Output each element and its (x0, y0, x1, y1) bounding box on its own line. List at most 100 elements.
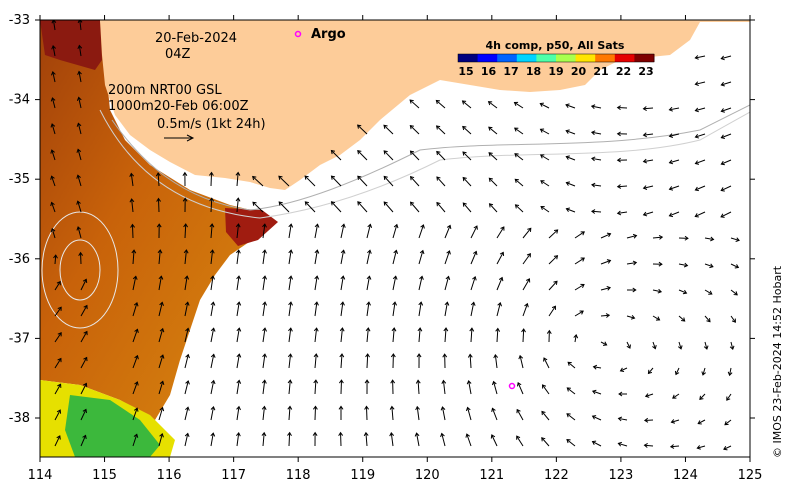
current-vector-head (518, 354, 524, 360)
current-vector-head (446, 250, 451, 255)
current-vector-head (553, 255, 559, 260)
current-vector (522, 303, 528, 317)
current-vector-head (185, 327, 190, 332)
current-vector-head (82, 408, 88, 414)
current-vector (515, 204, 524, 213)
current-vector (695, 133, 706, 138)
current-vector-head (488, 126, 493, 131)
current-vector (626, 315, 635, 319)
current-vector-head (694, 186, 700, 192)
current-vector-head (409, 201, 415, 206)
current-vector (314, 250, 318, 265)
current-vector (548, 280, 558, 291)
current-vector (365, 432, 368, 447)
current-vector (695, 211, 706, 217)
current-vector (626, 262, 637, 265)
current-vector (670, 445, 680, 448)
current-vector-head (500, 226, 505, 231)
current-vector (236, 276, 240, 291)
current-vector-head (551, 305, 556, 310)
current-vector (304, 201, 316, 213)
current-vector-head (674, 370, 680, 376)
current-vector (158, 354, 164, 369)
current-vector-head (156, 223, 162, 228)
current-vector (51, 176, 56, 187)
current-vector-head (657, 288, 663, 294)
current-vector-head (565, 181, 571, 186)
current-vector (574, 334, 577, 343)
current-vector-head (540, 180, 545, 185)
current-vector (516, 409, 524, 421)
current-vector (262, 302, 266, 317)
current-vector-head (495, 327, 501, 332)
current-vector-head (330, 201, 336, 206)
current-vector-head (340, 249, 346, 254)
current-vector-head (304, 175, 309, 180)
current-vector (695, 81, 706, 85)
current-vector-head (469, 327, 475, 332)
current-vector-head (592, 364, 598, 370)
current-vector (158, 407, 164, 421)
current-vector (52, 45, 56, 57)
current-vector (288, 224, 292, 239)
x-axis-ticks: 114 115 116 117 118 119 120 121 122 123 124 125 (28, 15, 762, 483)
current-vector (574, 257, 585, 265)
current-vector-head (288, 223, 294, 228)
current-vector-head (390, 353, 396, 358)
current-vector (340, 302, 344, 317)
current-vector-head (209, 223, 215, 228)
colorbar-segment (497, 54, 518, 62)
current-vector-head (682, 289, 688, 295)
current-vector (491, 408, 498, 421)
current-vector-head (184, 301, 190, 306)
current-vector (600, 314, 610, 317)
current-vector (278, 201, 290, 213)
current-vector (331, 201, 342, 213)
current-vector-head (77, 70, 82, 76)
current-vector (132, 329, 138, 343)
current-vector (416, 406, 420, 421)
current-vector (704, 315, 711, 323)
current-vector-head (658, 234, 664, 240)
current-vector-head (262, 223, 267, 228)
current-vector-head (709, 263, 714, 269)
current-vector-head (50, 123, 56, 128)
current-vector-head (491, 407, 496, 412)
current-vector-head (357, 175, 362, 180)
argo-float-marker[interactable] (508, 382, 516, 390)
current-vector-head (235, 197, 241, 202)
current-vector-head (565, 155, 570, 160)
current-vector (695, 107, 706, 112)
current-vector-head (580, 257, 585, 262)
current-vector (566, 413, 576, 421)
current-vector (417, 380, 420, 395)
x-tick-label: 114 (28, 468, 53, 483)
current-vector-head (417, 327, 423, 332)
x-tick-label: 121 (479, 468, 504, 483)
current-vector-head (462, 151, 467, 156)
current-vector (626, 341, 631, 349)
current-vector (51, 202, 56, 213)
isobath-200m (111, 104, 750, 211)
current-vector-head (50, 71, 56, 76)
current-vector (643, 133, 654, 136)
current-vector (236, 224, 240, 239)
argo-legend-marker (294, 30, 302, 38)
current-vector-head (655, 316, 661, 321)
current-vector (591, 210, 602, 213)
current-vector-head (553, 280, 558, 285)
current-vector (540, 206, 550, 213)
current-vector-head (83, 304, 88, 310)
current-vector (418, 328, 421, 343)
current-vector-head (393, 249, 399, 254)
current-vector (543, 357, 550, 369)
current-vector (51, 123, 56, 135)
current-vector (80, 409, 87, 421)
current-vector (522, 329, 525, 343)
current-vector (669, 133, 680, 137)
current-vector (80, 331, 88, 343)
current-vector (262, 354, 266, 369)
current-vector (288, 276, 292, 291)
current-vector-head (134, 328, 139, 333)
current-vector (617, 211, 628, 214)
